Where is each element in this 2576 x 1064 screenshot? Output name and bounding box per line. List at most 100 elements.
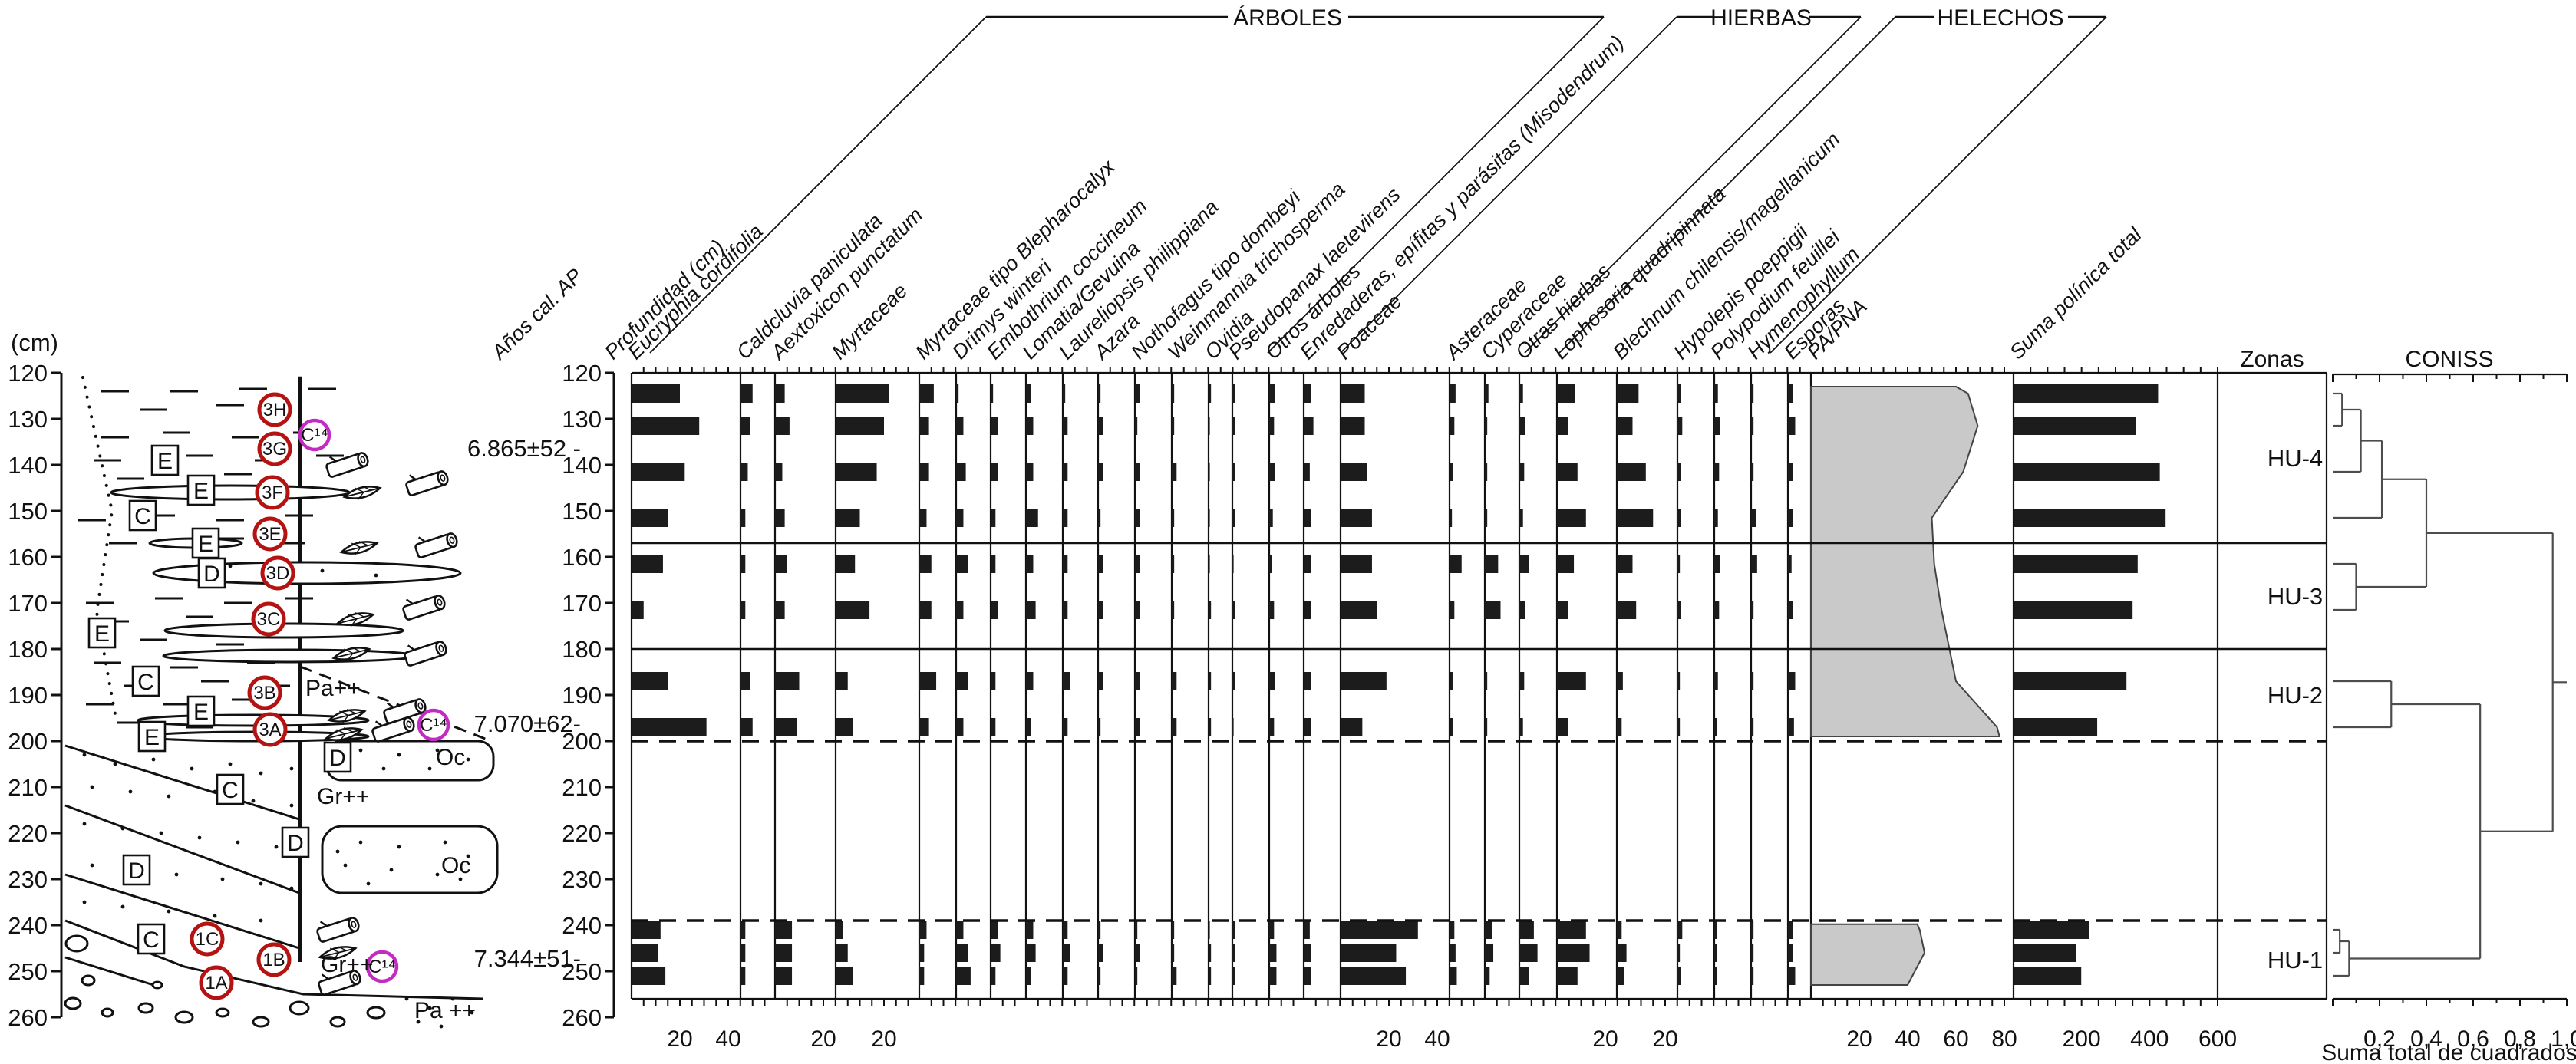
group-header-hierbas: HIERBAS (1710, 5, 1812, 31)
taxon-bar (1232, 384, 1235, 403)
unit-letter: D (287, 831, 304, 856)
taxon-bar (1485, 672, 1488, 690)
taxon-bar (1341, 921, 1418, 939)
taxon-bar (632, 718, 707, 736)
taxon-bar (1617, 672, 1623, 690)
taxon-column: 200 400 600 Suma polínica total (2005, 222, 2237, 1052)
taxon-bar (1063, 672, 1070, 690)
unit-letter-box (137, 720, 167, 753)
taxon-bar (740, 555, 746, 573)
lithology-depth-label: 170 (8, 590, 48, 617)
sample-circle-label: 1B (262, 950, 285, 970)
taxon-bar (1519, 384, 1523, 403)
taxon-bar (1751, 509, 1756, 527)
taxon-bar (956, 463, 966, 481)
taxon-bar (1751, 921, 1754, 939)
taxon-bar (1341, 509, 1372, 527)
taxon-bar (1209, 384, 1212, 403)
taxon-column: Azara (1089, 309, 1144, 1006)
taxon-bar (956, 601, 964, 619)
taxon-bar (956, 718, 964, 736)
taxon-bar (1557, 921, 1586, 939)
taxon-bar (991, 417, 998, 435)
sample-circle-label: 3B (253, 683, 275, 703)
taxon-bar (1098, 967, 1101, 985)
taxon-bar (1063, 718, 1068, 736)
taxon-column: Otros árboles (1261, 259, 1365, 1006)
leaf-icon (339, 541, 379, 556)
taxon-bar (2014, 601, 2133, 619)
taxon-bar (836, 967, 853, 985)
taxon-bar (1209, 944, 1212, 962)
unit-letter-box (197, 557, 226, 589)
taxon-bar (1617, 921, 1622, 939)
unit-letter: D (203, 562, 220, 587)
taxon-bar (1172, 555, 1175, 573)
unit-letter: C (222, 778, 239, 803)
taxon-bar (1098, 944, 1103, 962)
taxon-bar (1788, 384, 1793, 403)
log-icon (402, 595, 446, 621)
axis-tick-label: 400 (2130, 1026, 2169, 1052)
depth-label: 160 (562, 544, 602, 571)
taxon-bar (1450, 967, 1457, 985)
taxon-bar (1714, 463, 1720, 481)
c14-circle-label: C¹⁴ (420, 715, 447, 736)
taxon-bar (1519, 463, 1525, 481)
taxon-bar (1304, 672, 1311, 690)
taxon-bar (1135, 967, 1138, 985)
taxon-bar (1232, 672, 1235, 690)
taxon-bar (1341, 601, 1377, 619)
sample-circle (260, 555, 295, 591)
log-icon (404, 641, 447, 667)
depth-label: 230 (562, 866, 602, 893)
taxon-bar (1788, 672, 1796, 690)
axis-tick-label: 20 (1652, 1026, 1677, 1052)
taxon-bar (1269, 417, 1275, 435)
taxon-bar (775, 384, 785, 403)
taxon-bar (1269, 463, 1275, 481)
unit-letter: E (198, 532, 213, 557)
axis-tick-label: 20 (1592, 1026, 1618, 1052)
taxon-bar (1135, 509, 1140, 527)
taxon-bar (1063, 921, 1068, 939)
axis-tick-label: 20 (810, 1026, 836, 1052)
taxon-bar (1209, 601, 1212, 619)
taxon-bar (1135, 417, 1138, 435)
taxon-bar (1269, 672, 1275, 690)
leaf-icon (335, 612, 375, 628)
log-icon (316, 917, 360, 943)
coniss-tick-label: 1,0 (2551, 1026, 2576, 1052)
lithology-depth-label: 260 (8, 1004, 48, 1031)
axis-tick-label: 20 (667, 1026, 692, 1052)
unit-letter-box (323, 741, 352, 773)
unit-letter: C (143, 927, 160, 953)
taxon-bar (1557, 944, 1590, 962)
unit-letter-box (216, 773, 245, 805)
taxon-bar (991, 509, 996, 527)
sample-circle-label: 3H (263, 400, 287, 420)
taxon-bar (1677, 384, 1681, 403)
taxon-bar (632, 555, 663, 573)
log-icon (414, 532, 458, 558)
unit-letter: C (134, 504, 151, 529)
taxon-bar (1098, 601, 1103, 619)
unit-letter: E (157, 449, 173, 474)
pa-pna-silhouette (1810, 923, 1926, 986)
taxon-bar (1557, 463, 1578, 481)
taxon-bar (1751, 672, 1754, 690)
sample-circle-label: 3D (266, 563, 290, 584)
taxon-bar (1232, 921, 1235, 939)
taxon-bar (1232, 509, 1235, 527)
taxon-bar (2014, 384, 2159, 403)
taxon-bar (775, 463, 783, 481)
taxon-bar (2014, 672, 2127, 690)
sample-circle (199, 965, 234, 1000)
taxon-bar (1714, 944, 1717, 962)
taxon-bar (1751, 463, 1754, 481)
taxon-bar (836, 509, 860, 527)
taxon-bar (1135, 672, 1140, 690)
taxon-bar (1677, 417, 1683, 435)
sample-circle-label: 3G (262, 439, 287, 460)
coniss-tick-label: 0,6 (2457, 1026, 2489, 1052)
